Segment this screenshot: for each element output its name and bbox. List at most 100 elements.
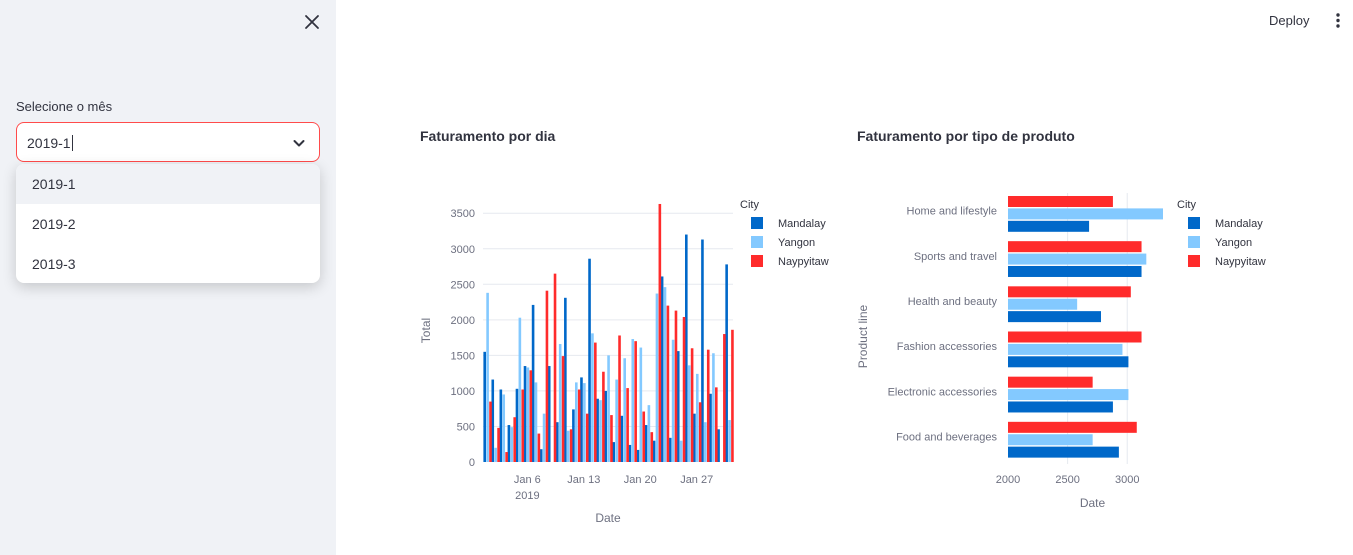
bar-naypyitaw bbox=[1008, 286, 1131, 298]
x-tick-label: Jan 13 bbox=[567, 474, 600, 486]
y-tick-label: 500 bbox=[457, 421, 475, 433]
bar-mandalay bbox=[1008, 220, 1090, 232]
bar-naypyitaw bbox=[658, 203, 662, 463]
chart-product-revenue: 2000 2500 3000 Home and lifestyle Sports and… bbox=[856, 193, 1266, 510]
legend-item-naypyitaw: Naypyitaw bbox=[778, 256, 829, 268]
bar-yangon bbox=[712, 353, 715, 462]
bar-naypyitaw bbox=[626, 388, 629, 462]
bar-mandalay bbox=[483, 351, 486, 462]
bar-naypyitaw bbox=[577, 389, 581, 462]
bar-yangon bbox=[615, 379, 618, 462]
bar-naypyitaw bbox=[666, 305, 670, 462]
x-tick-label: 2000 bbox=[996, 474, 1020, 486]
bar-naypyitaw bbox=[723, 334, 726, 462]
bar-naypyitaw bbox=[1008, 196, 1113, 207]
month-select-value[interactable]: 2019-1 bbox=[27, 135, 73, 151]
month-select-text: 2019-1 bbox=[27, 135, 71, 151]
bar-mandalay bbox=[547, 366, 551, 462]
legend-item-yangon: Yangon bbox=[1215, 237, 1252, 249]
close-icon bbox=[305, 15, 319, 29]
bar-naypyitaw bbox=[642, 411, 646, 462]
month-option-2019-1[interactable]: 2019-1 bbox=[16, 164, 320, 204]
month-select-label: Selecione o mês bbox=[16, 99, 113, 114]
deploy-button[interactable]: Deploy bbox=[1269, 13, 1310, 28]
bar-mandalay bbox=[1008, 265, 1142, 277]
y-axis-label: Product line bbox=[856, 304, 870, 368]
legend-swatch-naypyitaw bbox=[751, 255, 763, 267]
bar-yangon bbox=[494, 447, 497, 462]
bar-naypyitaw bbox=[731, 329, 734, 462]
bar-yangon bbox=[1008, 208, 1163, 220]
bar-naypyitaw bbox=[674, 310, 678, 462]
bar-naypyitaw bbox=[594, 342, 597, 462]
bar-naypyitaw bbox=[1008, 331, 1142, 343]
close-sidebar-button[interactable] bbox=[300, 10, 324, 34]
month-option-2019-2[interactable]: 2019-2 bbox=[32, 216, 76, 232]
bar-naypyitaw bbox=[682, 316, 686, 462]
bar-yangon bbox=[663, 287, 667, 462]
bar-mandalay bbox=[620, 415, 624, 462]
bar-yangon bbox=[671, 339, 675, 462]
bar-yangon bbox=[486, 292, 489, 462]
legend-item-mandalay: Mandalay bbox=[1215, 218, 1263, 230]
x-axis-label: Date bbox=[1080, 496, 1106, 510]
bar-mandalay bbox=[588, 258, 591, 462]
bar-mandalay bbox=[652, 440, 656, 462]
month-select[interactable]: 2019-1 bbox=[16, 122, 320, 162]
y-tick-label: Food and beverages bbox=[896, 431, 997, 443]
x-tick-label: 2500 bbox=[1055, 474, 1079, 486]
bar-mandalay bbox=[685, 234, 688, 462]
bar-yangon bbox=[695, 373, 699, 462]
y-tick-label: 2500 bbox=[451, 279, 475, 291]
y-tick-label: 1500 bbox=[451, 350, 475, 362]
more-vertical-icon bbox=[1336, 13, 1340, 28]
legend-swatch-yangon bbox=[1188, 236, 1200, 248]
bar-naypyitaw bbox=[545, 290, 549, 462]
bar-naypyitaw bbox=[602, 371, 605, 462]
bar-mandalay bbox=[1008, 356, 1129, 368]
legend-swatch-mandalay bbox=[1188, 217, 1200, 229]
y-tick-label: Health and beauty bbox=[908, 296, 998, 308]
bar-yangon bbox=[566, 430, 570, 462]
bar-mandalay bbox=[676, 351, 680, 462]
legend-item-naypyitaw: Naypyitaw bbox=[1215, 256, 1266, 268]
bar-mandalay bbox=[555, 422, 559, 462]
x-tick-label: Jan 6 bbox=[514, 474, 541, 486]
bar-yangon bbox=[1008, 253, 1147, 265]
bar-yangon bbox=[502, 394, 506, 462]
main-menu-button[interactable] bbox=[1328, 10, 1348, 32]
chart-product-title: Faturamento por tipo de produto bbox=[857, 128, 1075, 144]
bar-yangon bbox=[583, 383, 586, 462]
bar-mandalay bbox=[693, 413, 696, 462]
bar-mandalay bbox=[660, 276, 664, 462]
bar-yangon bbox=[558, 344, 562, 462]
bar-mandalay bbox=[668, 437, 672, 462]
bar-mandalay bbox=[717, 429, 720, 462]
x-tick-label: Jan 27 bbox=[680, 474, 713, 486]
bar-yangon bbox=[623, 358, 626, 462]
bar-naypyitaw bbox=[561, 356, 565, 462]
chevron-down-icon[interactable] bbox=[291, 135, 307, 151]
bar-mandalay bbox=[628, 444, 632, 462]
y-tick-label: 1000 bbox=[451, 386, 475, 398]
y-tick-label: Sports and travel bbox=[914, 251, 997, 263]
bar-yangon bbox=[687, 365, 691, 462]
text-cursor bbox=[71, 135, 73, 151]
bar-naypyitaw bbox=[569, 429, 573, 462]
bar-naypyitaw bbox=[537, 433, 541, 462]
y-tick-label: Home and lifestyle bbox=[907, 206, 998, 218]
legend-swatch-mandalay bbox=[751, 217, 763, 229]
month-option-2019-3[interactable]: 2019-3 bbox=[32, 256, 76, 272]
y-tick-label: Electronic accessories bbox=[888, 386, 998, 398]
legend-title: City bbox=[740, 199, 759, 211]
bar-naypyitaw bbox=[1008, 241, 1142, 253]
bar-mandalay bbox=[644, 425, 648, 462]
bar-mandalay bbox=[701, 239, 704, 462]
bar-mandalay bbox=[1008, 311, 1101, 323]
bar-mandalay bbox=[531, 304, 535, 462]
bar-yangon bbox=[639, 347, 643, 462]
bar-naypyitaw bbox=[650, 432, 654, 462]
bar-mandalay bbox=[539, 449, 543, 462]
bar-yangon bbox=[518, 317, 522, 462]
bar-naypyitaw bbox=[690, 348, 694, 462]
